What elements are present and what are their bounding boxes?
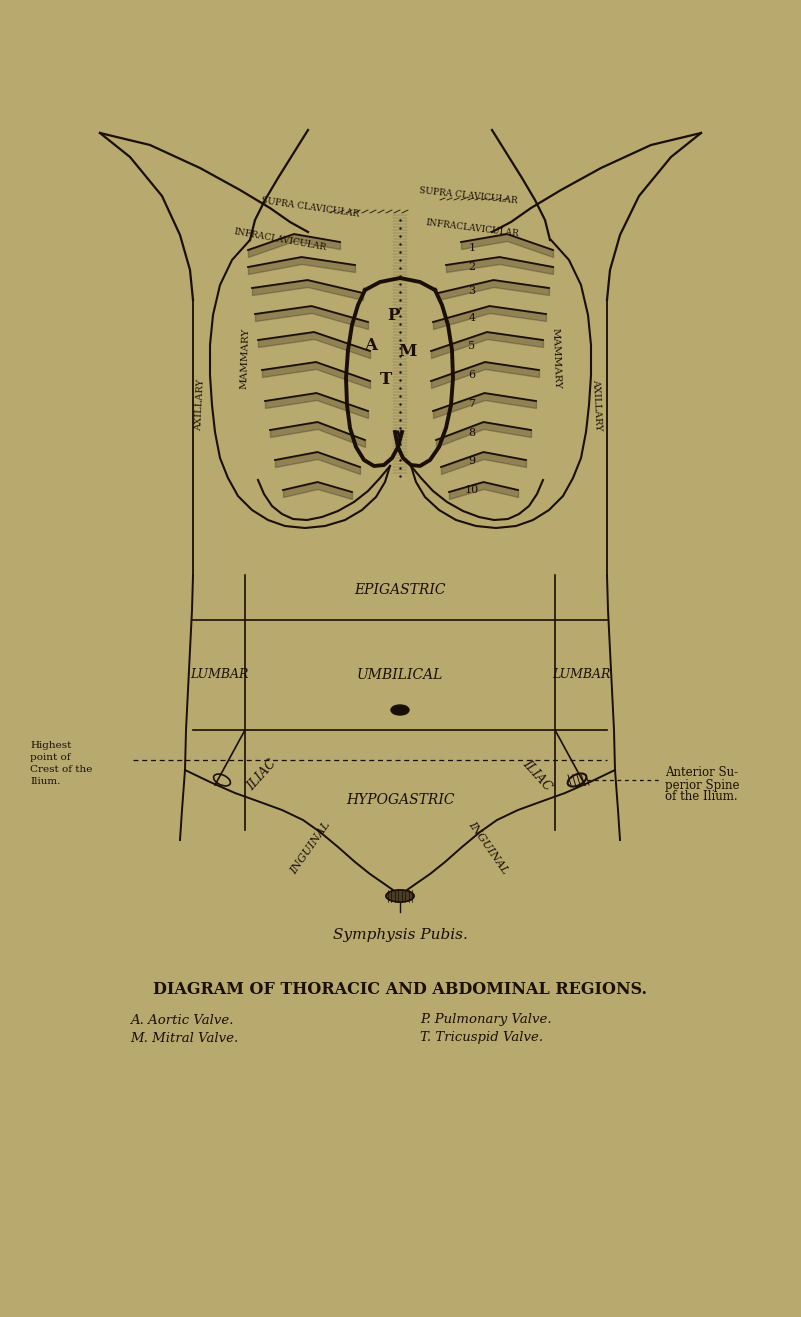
Text: MAMMARY: MAMMARY bbox=[550, 328, 562, 389]
Text: HYPOGASTRIC: HYPOGASTRIC bbox=[346, 793, 454, 807]
Text: INGUINAL: INGUINAL bbox=[288, 819, 332, 876]
Ellipse shape bbox=[391, 705, 409, 715]
Text: 6: 6 bbox=[469, 370, 476, 381]
Text: M: M bbox=[398, 344, 417, 361]
Text: T: T bbox=[380, 371, 392, 389]
Text: 3: 3 bbox=[469, 286, 476, 296]
Text: point of: point of bbox=[30, 752, 70, 761]
Text: DIAGRAM OF THORACIC AND ABDOMINAL REGIONS.: DIAGRAM OF THORACIC AND ABDOMINAL REGION… bbox=[153, 981, 647, 998]
Text: perior Spine: perior Spine bbox=[665, 778, 739, 792]
Text: INGUINAL: INGUINAL bbox=[466, 819, 510, 876]
Text: LUMBAR: LUMBAR bbox=[190, 669, 248, 681]
Text: Anterior Su-: Anterior Su- bbox=[665, 766, 739, 780]
Text: EPIGASTRIC: EPIGASTRIC bbox=[354, 583, 445, 597]
Text: Symphysis Pubis.: Symphysis Pubis. bbox=[332, 928, 468, 942]
Text: Highest: Highest bbox=[30, 740, 71, 749]
Text: INFRACLAVICULAR: INFRACLAVICULAR bbox=[233, 228, 327, 253]
Text: A: A bbox=[364, 337, 377, 353]
Text: UMBILICAL: UMBILICAL bbox=[356, 668, 443, 682]
Text: 10: 10 bbox=[465, 485, 479, 495]
Text: T. Tricuspid Valve.: T. Tricuspid Valve. bbox=[420, 1031, 543, 1044]
Text: A. Aortic Valve.: A. Aortic Valve. bbox=[130, 1014, 234, 1026]
Text: SUPRA CLAVICULAR: SUPRA CLAVICULAR bbox=[260, 196, 360, 219]
Text: 8: 8 bbox=[469, 428, 476, 439]
Text: AXILLARY: AXILLARY bbox=[591, 379, 603, 431]
Text: INFRACLAVICULAR: INFRACLAVICULAR bbox=[425, 217, 519, 238]
Text: Ilium.: Ilium. bbox=[30, 777, 60, 785]
Text: 4: 4 bbox=[469, 313, 476, 323]
Text: ILIAC: ILIAC bbox=[520, 757, 554, 793]
Text: AXILLARY: AXILLARY bbox=[194, 379, 206, 431]
Ellipse shape bbox=[386, 890, 414, 902]
Text: ILIAC: ILIAC bbox=[245, 757, 280, 793]
Text: 7: 7 bbox=[469, 399, 476, 410]
Text: 1: 1 bbox=[469, 244, 476, 253]
Text: P. Pulmonary Valve.: P. Pulmonary Valve. bbox=[420, 1014, 552, 1026]
Text: 2: 2 bbox=[469, 262, 476, 273]
Text: M. Mitral Valve.: M. Mitral Valve. bbox=[130, 1031, 238, 1044]
Text: LUMBAR: LUMBAR bbox=[552, 669, 610, 681]
Text: MAMMARY: MAMMARY bbox=[239, 328, 251, 389]
Text: Crest of the: Crest of the bbox=[30, 764, 92, 773]
Text: 5: 5 bbox=[469, 341, 476, 352]
Text: 9: 9 bbox=[469, 456, 476, 466]
Text: of the Ilium.: of the Ilium. bbox=[665, 790, 738, 803]
Text: SUPRA CLAVICULAR: SUPRA CLAVICULAR bbox=[418, 187, 517, 205]
Text: P: P bbox=[387, 307, 399, 324]
Ellipse shape bbox=[386, 890, 414, 902]
